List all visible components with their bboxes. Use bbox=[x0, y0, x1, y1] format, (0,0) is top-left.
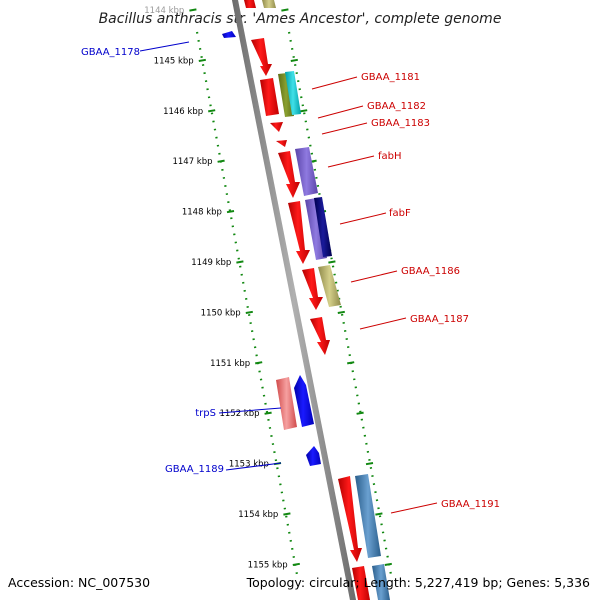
major-tick-outer bbox=[290, 58, 298, 62]
gene-label-gbaa-1181[interactable]: GBAA_1181 bbox=[361, 72, 420, 83]
gene-gbaa-1191-red[interactable] bbox=[338, 476, 362, 562]
major-tick-inner bbox=[217, 159, 225, 163]
tick-line-inner bbox=[195, 31, 300, 581]
major-tick-outer bbox=[337, 310, 345, 314]
gene-label-gbaa-1183[interactable]: GBAA_1183 bbox=[371, 118, 430, 129]
tick-label: 1146 kbp bbox=[163, 107, 203, 117]
tick-label: 1154 kbp bbox=[238, 510, 278, 520]
tick-label: 1152 kbp bbox=[219, 409, 259, 419]
gene-arrow-red-5[interactable] bbox=[302, 268, 323, 310]
gene-gbaa-1178-blue[interactable] bbox=[222, 31, 236, 38]
gene-label-fabf[interactable]: fabF bbox=[389, 208, 411, 219]
accession-label: Accession: NC_007530 bbox=[8, 575, 150, 590]
gene-gbaa-1189-blue[interactable] bbox=[306, 446, 321, 466]
gene-gbaa-1181-olive[interactable] bbox=[278, 73, 294, 117]
gene-arrow-bottom-red[interactable] bbox=[352, 566, 370, 600]
tick-label: 1151 kbp bbox=[210, 359, 250, 369]
major-tick-outer bbox=[365, 462, 374, 466]
gene-gbaa-1186-olive[interactable] bbox=[318, 265, 341, 307]
gene-arrow-small-2[interactable] bbox=[276, 140, 287, 147]
gene-arrow-top-olive[interactable] bbox=[262, 0, 276, 8]
gene-trps-pink[interactable] bbox=[276, 377, 297, 430]
major-tick-outer bbox=[384, 562, 392, 566]
tick-label: 1148 kbp bbox=[182, 208, 222, 218]
major-tick-inner bbox=[264, 411, 272, 415]
major-tick-outer bbox=[300, 109, 308, 113]
gene-label-gbaa-1189[interactable]: GBAA_1189 bbox=[165, 464, 224, 475]
major-tick-inner bbox=[226, 210, 235, 214]
genome-backbone bbox=[231, 0, 357, 600]
gene-label-gbaa-1191[interactable]: GBAA_1191 bbox=[441, 499, 500, 510]
gene-labels: GBAA_1178 GBAA_1181 GBAA_1182 GBAA_1183 … bbox=[81, 47, 500, 510]
gene-fabf-navy[interactable] bbox=[314, 197, 332, 257]
major-tick-outer bbox=[281, 8, 289, 12]
gene-label-fabh[interactable]: fabH bbox=[378, 151, 402, 162]
major-tick-outer bbox=[347, 361, 355, 365]
major-tick-inner bbox=[208, 109, 216, 113]
major-tick-inner bbox=[292, 562, 300, 566]
major-tick-outer bbox=[356, 411, 364, 415]
tick-label: 1155 kbp bbox=[248, 560, 288, 570]
major-tick-outer bbox=[375, 512, 383, 516]
gene-fabh-purple[interactable] bbox=[295, 147, 318, 196]
major-tick-inner bbox=[189, 8, 197, 12]
tick-label: 1144 kbp bbox=[144, 6, 184, 16]
major-tick-inner bbox=[255, 361, 263, 365]
major-tick-inner bbox=[283, 512, 291, 516]
major-tick-outer bbox=[328, 260, 336, 264]
gene-trps-blue[interactable] bbox=[294, 375, 314, 427]
tick-line-outer bbox=[287, 31, 394, 581]
tick-labels: 1144 kbp 1145 kbp 1146 kbp 1147 kbp 1148 kbp… bbox=[144, 6, 287, 570]
gene-label-gbaa-1187[interactable]: GBAA_1187 bbox=[410, 314, 469, 325]
gene-arrow-red-2[interactable] bbox=[260, 78, 279, 116]
reverse-strand-genes bbox=[222, 31, 321, 466]
major-tick-inner bbox=[236, 260, 244, 264]
forward-strand-genes bbox=[244, 0, 390, 600]
gene-label-gbaa-1182[interactable]: GBAA_1182 bbox=[367, 101, 426, 112]
gene-gbaa-1191-steel[interactable] bbox=[355, 474, 381, 558]
gene-gbaa-1181-cyan[interactable] bbox=[285, 71, 301, 115]
genome-summary: Topology: circular; Length: 5,227,419 bp… bbox=[246, 575, 590, 590]
gene-label-trps[interactable]: trpS bbox=[195, 408, 216, 419]
tick-label: 1153 kbp bbox=[229, 460, 269, 470]
gene-arrow-small-1[interactable] bbox=[270, 122, 283, 132]
major-tick-inner bbox=[198, 58, 206, 62]
tick-label: 1150 kbp bbox=[201, 308, 241, 318]
gene-arrow-red-3[interactable] bbox=[278, 151, 300, 198]
gene-arrow-top-red[interactable] bbox=[244, 0, 256, 8]
tick-label: 1145 kbp bbox=[154, 56, 194, 66]
map-title: Bacillus anthracis str. 'Ames Ancestor',… bbox=[99, 11, 502, 27]
leader-lines bbox=[139, 41, 438, 514]
gene-arrow-bottom-navy[interactable] bbox=[372, 564, 390, 600]
major-tick-inner bbox=[245, 310, 253, 314]
tick-label: 1147 kbp bbox=[172, 157, 212, 167]
gene-arrow-red-4[interactable] bbox=[288, 201, 310, 264]
gene-label-gbaa-1178[interactable]: GBAA_1178 bbox=[81, 47, 140, 58]
tick-label: 1149 kbp bbox=[191, 258, 231, 268]
gene-gbaa-1187-red[interactable] bbox=[310, 317, 330, 355]
gene-arrow-red-1[interactable] bbox=[251, 38, 272, 76]
gene-label-gbaa-1186[interactable]: GBAA_1186 bbox=[401, 266, 460, 277]
